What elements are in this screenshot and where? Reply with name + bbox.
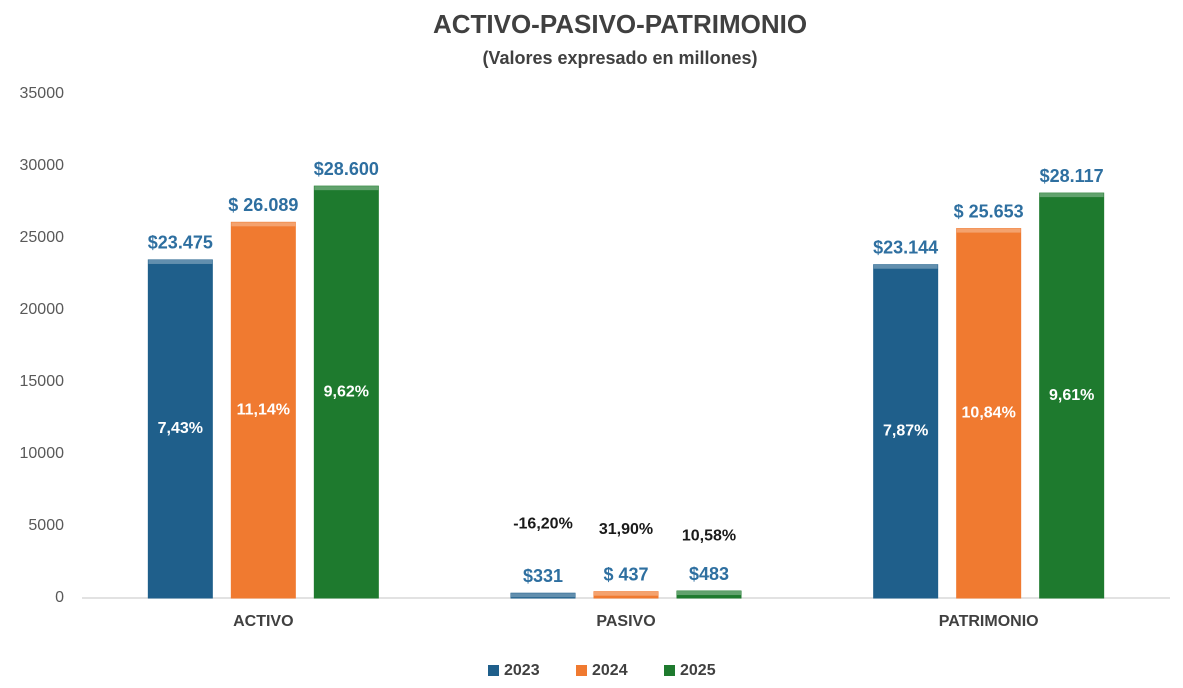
growth-label: -16,20% — [513, 515, 573, 532]
x-tick-label: ACTIVO — [233, 613, 293, 630]
growth-label: 9,61% — [1049, 387, 1094, 404]
value-label: $331 — [523, 566, 563, 586]
chart-subtitle: (Valores expresado en millones) — [482, 48, 757, 68]
bar — [676, 590, 742, 599]
value-label: $ 437 — [603, 564, 648, 584]
growth-label: 7,43% — [158, 420, 203, 437]
bar — [1039, 192, 1105, 599]
legend-label: 2023 — [504, 662, 540, 679]
bar — [956, 228, 1022, 599]
legend-swatch — [488, 665, 499, 676]
y-tick-label: 35000 — [20, 85, 65, 102]
x-tick-label: PATRIMONIO — [939, 613, 1039, 630]
bar-highlight — [677, 591, 741, 596]
y-tick-label: 5000 — [28, 517, 64, 534]
growth-label: 31,90% — [599, 521, 653, 538]
growth-label: 10,84% — [962, 405, 1016, 422]
value-label: $483 — [689, 564, 729, 584]
value-label: $28.117 — [1040, 166, 1104, 186]
x-tick-label: PASIVO — [596, 613, 655, 630]
bar-highlight — [873, 264, 938, 269]
bar-highlight — [148, 259, 213, 264]
bar-highlight — [231, 222, 296, 227]
value-label: $28.600 — [314, 159, 379, 179]
growth-label: 10,58% — [682, 527, 736, 544]
y-tick-label: 30000 — [20, 157, 65, 174]
growth-label: 9,62% — [324, 383, 369, 400]
bar — [313, 185, 379, 599]
bar-highlight — [594, 591, 658, 596]
bar-highlight — [956, 228, 1021, 233]
legend-swatch — [664, 665, 675, 676]
value-label: $ 26.089 — [228, 195, 298, 215]
y-tick-label: 10000 — [20, 445, 65, 462]
value-label: $23.144 — [873, 237, 938, 257]
y-tick-label: 20000 — [20, 301, 65, 318]
bar — [510, 592, 576, 599]
y-tick-label: 25000 — [20, 229, 65, 246]
y-tick-label: 15000 — [20, 373, 65, 390]
growth-label: 11,14% — [237, 401, 290, 418]
legend-label: 2025 — [680, 662, 716, 679]
bar — [873, 264, 939, 599]
bar-highlight — [511, 593, 575, 598]
value-label: $23.475 — [148, 233, 213, 253]
bar — [147, 259, 213, 599]
growth-label: 7,87% — [883, 423, 928, 440]
bar-highlight — [1039, 193, 1104, 198]
bar — [230, 221, 296, 599]
y-tick-label: 0 — [55, 589, 64, 606]
legend-label: 2024 — [592, 662, 628, 679]
bar — [593, 591, 659, 599]
legend-swatch — [576, 665, 587, 676]
value-label: $ 25.653 — [954, 201, 1024, 221]
bar-highlight — [314, 186, 379, 191]
chart-title: ACTIVO-PASIVO-PATRIMONIO — [433, 9, 807, 39]
